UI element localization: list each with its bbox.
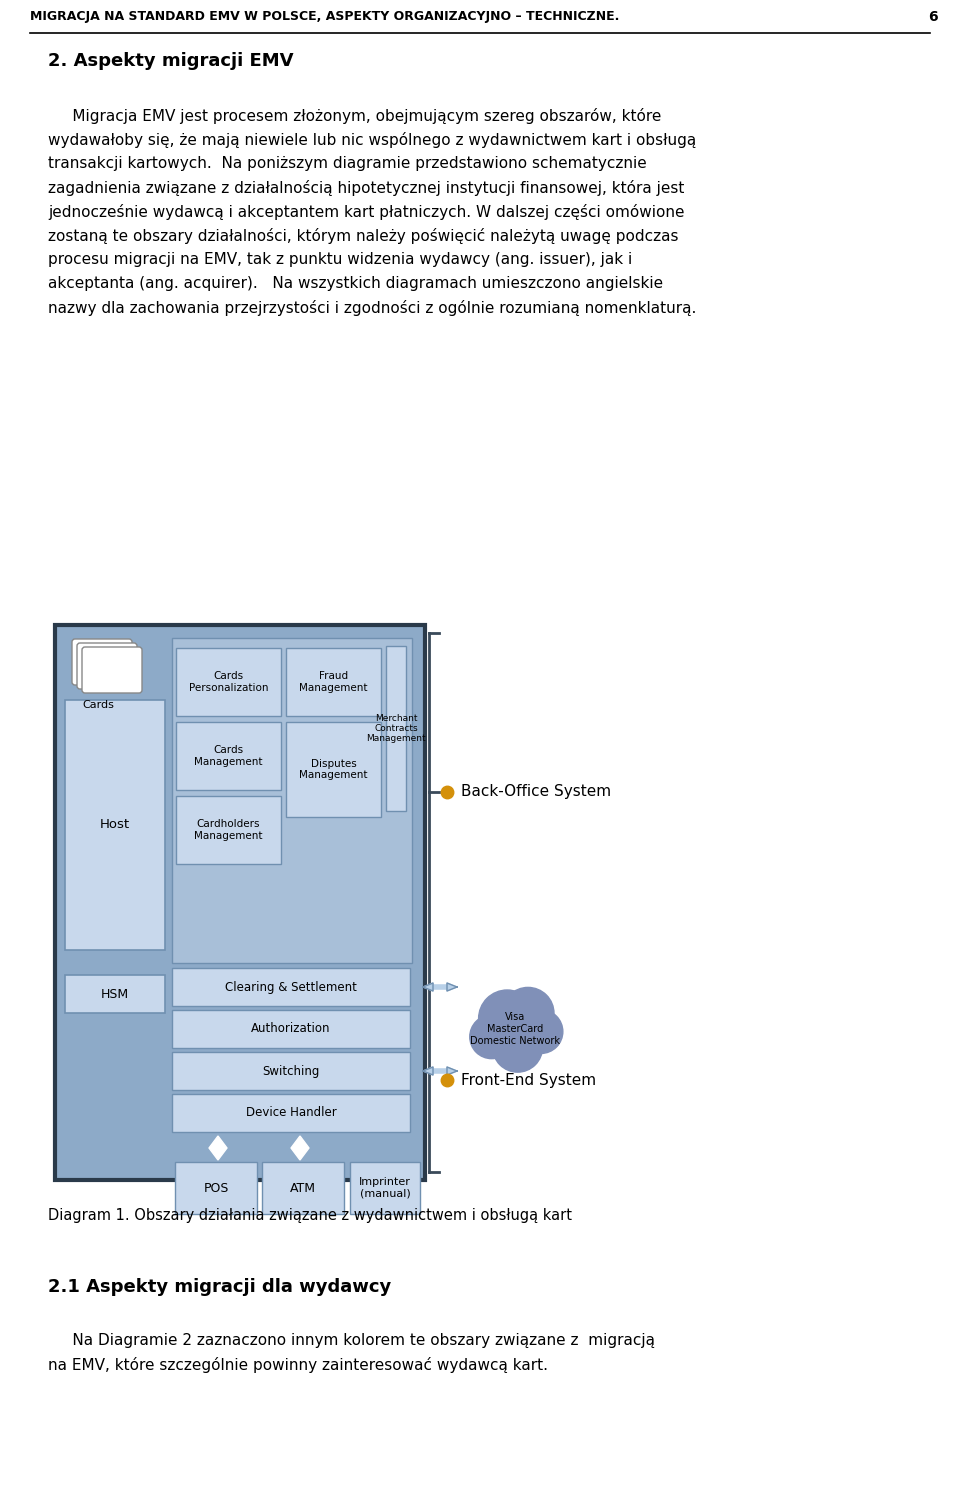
Text: Cards
Management: Cards Management: [194, 745, 263, 767]
Text: Fraud
Management: Fraud Management: [300, 672, 368, 693]
Text: MIGRACJA NA STANDARD EMV W POLSCE, ASPEKTY ORGANIZACYJNO – TECHNICZNE.: MIGRACJA NA STANDARD EMV W POLSCE, ASPEK…: [30, 11, 619, 23]
Text: Front-End System: Front-End System: [461, 1073, 596, 1088]
Circle shape: [502, 987, 554, 1040]
Text: Visa
MasterCard
Domestic Network: Visa MasterCard Domestic Network: [470, 1013, 560, 1046]
Text: Migracja EMV jest procesem złożonym, obejmującym szereg obszarów, które: Migracja EMV jest procesem złożonym, obe…: [48, 109, 661, 124]
Text: Clearing & Settlement: Clearing & Settlement: [225, 981, 357, 993]
FancyBboxPatch shape: [286, 721, 381, 816]
Circle shape: [490, 1013, 530, 1052]
Text: na EMV, które szczególnie powinny zainteresować wydawcą kart.: na EMV, które szczególnie powinny zainte…: [48, 1357, 548, 1373]
Text: nazwy dla zachowania przejrzystości i zgodności z ogólnie rozumianą nomenklaturą: nazwy dla zachowania przejrzystości i zg…: [48, 300, 696, 315]
Text: transakcji kartowych.  Na poniższym diagramie przedstawiono schematycznie: transakcji kartowych. Na poniższym diagr…: [48, 155, 647, 171]
FancyBboxPatch shape: [55, 625, 425, 1180]
Polygon shape: [423, 1067, 433, 1074]
Text: akceptanta (ang. acquirer).   Na wszystkich diagramach umieszczono angielskie: akceptanta (ang. acquirer). Na wszystkic…: [48, 276, 663, 291]
Text: Merchant
Contracts
Management: Merchant Contracts Management: [366, 714, 426, 744]
Text: Diagram 1. Obszary działania związane z wydawnictwem i obsługą kart: Diagram 1. Obszary działania związane z …: [48, 1209, 572, 1222]
Circle shape: [519, 1010, 563, 1053]
FancyBboxPatch shape: [386, 646, 406, 810]
Text: Authorization: Authorization: [252, 1023, 331, 1035]
FancyBboxPatch shape: [82, 647, 142, 693]
Polygon shape: [209, 1136, 227, 1148]
Text: 6: 6: [928, 11, 938, 24]
Circle shape: [469, 1016, 514, 1059]
Polygon shape: [291, 1148, 309, 1160]
Circle shape: [492, 1022, 542, 1073]
Polygon shape: [291, 1136, 309, 1148]
Text: HSM: HSM: [101, 987, 129, 1000]
Text: Host: Host: [100, 818, 130, 831]
Polygon shape: [447, 1067, 457, 1074]
Text: Device Handler: Device Handler: [246, 1106, 336, 1120]
FancyBboxPatch shape: [172, 1052, 410, 1089]
FancyBboxPatch shape: [65, 975, 165, 1013]
FancyBboxPatch shape: [176, 647, 281, 715]
Text: 2.1 Aspekty migracji dla wydawcy: 2.1 Aspekty migracji dla wydawcy: [48, 1278, 392, 1296]
Text: POS: POS: [204, 1182, 228, 1195]
Text: Cardholders
Management: Cardholders Management: [194, 819, 263, 841]
FancyBboxPatch shape: [65, 700, 165, 951]
Polygon shape: [447, 982, 457, 991]
FancyBboxPatch shape: [176, 721, 281, 791]
Text: wydawałoby się, że mają niewiele lub nic wspólnego z wydawnictwem kart i obsługą: wydawałoby się, że mają niewiele lub nic…: [48, 131, 696, 148]
Text: ATM: ATM: [290, 1182, 316, 1195]
FancyBboxPatch shape: [172, 967, 410, 1007]
Text: Switching: Switching: [262, 1064, 320, 1077]
FancyBboxPatch shape: [350, 1162, 420, 1215]
FancyBboxPatch shape: [262, 1162, 344, 1215]
Text: zagadnienia związane z działalnością hipotetycznej instytucji finansowej, która : zagadnienia związane z działalnością hip…: [48, 180, 684, 196]
Text: procesu migracji na EMV, tak z punktu widzenia wydawcy (ang. issuer), jak i: procesu migracji na EMV, tak z punktu wi…: [48, 252, 633, 267]
Text: 2. Aspekty migracji EMV: 2. Aspekty migracji EMV: [48, 51, 294, 69]
FancyBboxPatch shape: [286, 647, 381, 715]
Text: zostaną te obszary działalności, którym należy poświęcić należytą uwagę podczas: zostaną te obszary działalności, którym …: [48, 228, 679, 244]
Text: Imprinter
(manual): Imprinter (manual): [359, 1177, 411, 1198]
Text: Cards: Cards: [82, 700, 114, 711]
FancyBboxPatch shape: [172, 1010, 410, 1047]
FancyBboxPatch shape: [72, 638, 132, 685]
Text: Back-Office System: Back-Office System: [461, 785, 612, 798]
Polygon shape: [209, 1148, 227, 1160]
FancyBboxPatch shape: [172, 1094, 410, 1132]
Polygon shape: [423, 982, 433, 991]
Circle shape: [479, 990, 536, 1047]
Text: jednocześnie wydawcą i akceptantem kart płatniczych. W dalszej części omówione: jednocześnie wydawcą i akceptantem kart …: [48, 204, 684, 220]
FancyBboxPatch shape: [77, 643, 137, 690]
FancyBboxPatch shape: [175, 1162, 257, 1215]
FancyBboxPatch shape: [172, 638, 412, 963]
Text: Cards
Personalization: Cards Personalization: [189, 672, 268, 693]
FancyBboxPatch shape: [176, 797, 281, 865]
Text: Na Diagramie 2 zaznaczono innym kolorem te obszary związane z  migracją: Na Diagramie 2 zaznaczono innym kolorem …: [48, 1332, 655, 1348]
Text: Disputes
Management: Disputes Management: [300, 759, 368, 780]
